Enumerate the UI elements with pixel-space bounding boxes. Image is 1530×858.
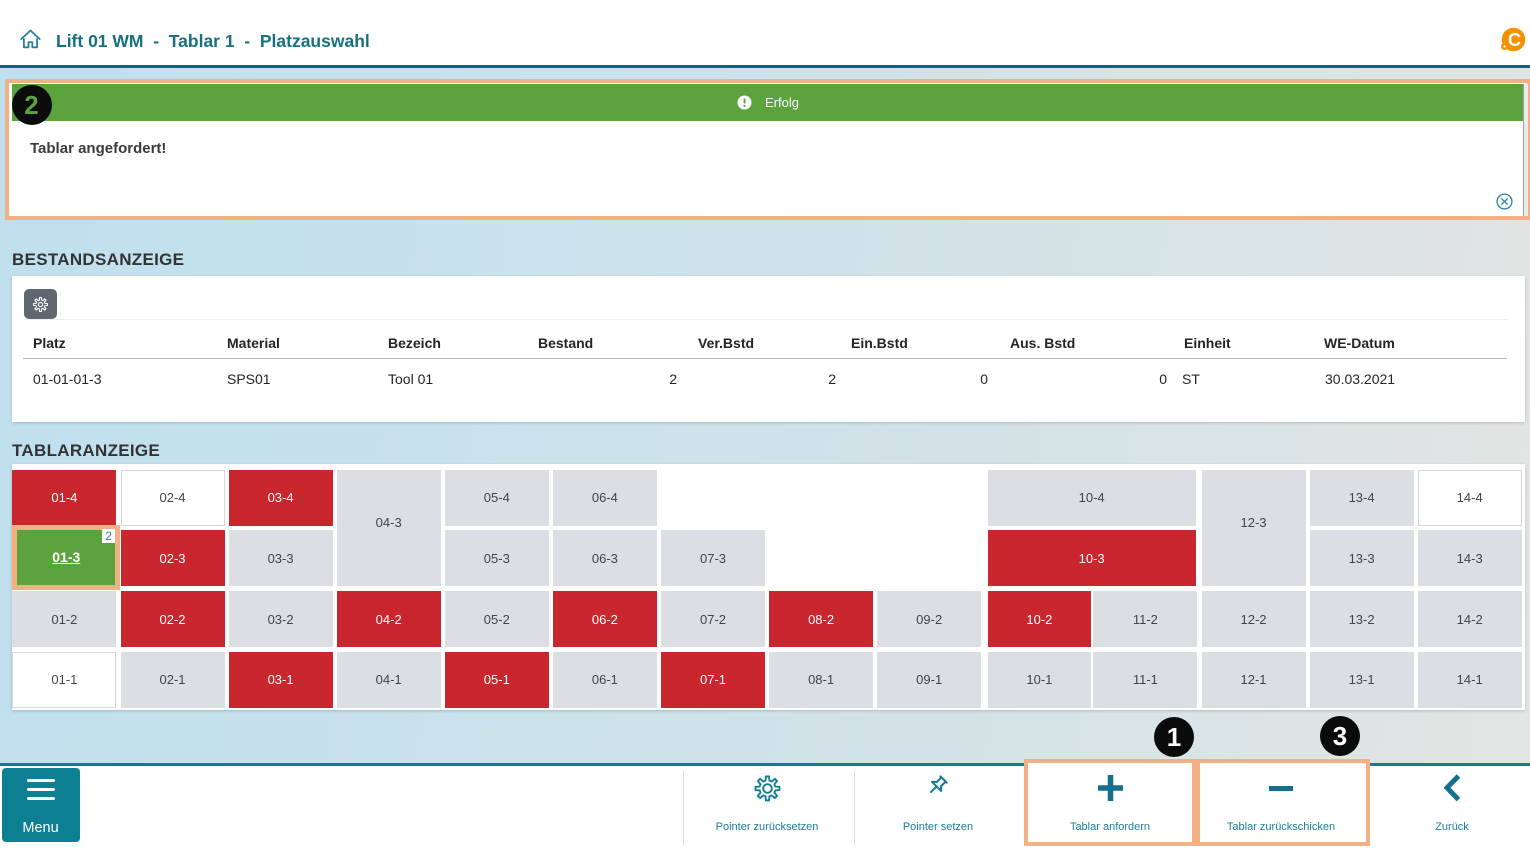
- svg-text:C: C: [1508, 30, 1521, 50]
